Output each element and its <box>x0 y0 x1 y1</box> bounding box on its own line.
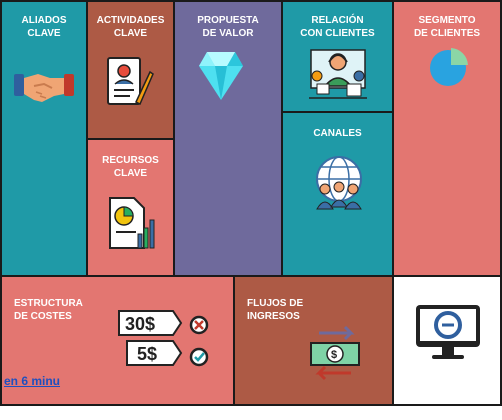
block-canales: CANALES <box>281 111 394 277</box>
block-recursos-clave: RECURSOS CLAVE <box>86 138 175 277</box>
ingresos-title: FLUJOS DE INGRESOS <box>247 298 304 322</box>
block-actividades-clave: ACTIVIDADES CLAVE <box>86 0 175 140</box>
pie-chart-icon <box>430 48 468 86</box>
block-aliados-clave: ALIADOS CLAVE <box>0 0 88 277</box>
block-estructura-costes: ESTRUCTURA DE COSTES 30$ 5$ <box>0 275 235 406</box>
aliados-title: ALIADOS CLAVE <box>21 15 67 39</box>
block-flujos-ingresos: FLUJOS DE INGRESOS $ <box>233 275 394 406</box>
price-low-label: 5$ <box>137 344 157 364</box>
diamond-icon <box>199 52 243 100</box>
costes-title: ESTRUCTURA DE COSTES <box>14 298 83 322</box>
svg-text:$: $ <box>331 349 337 361</box>
price-tags-icon: 30$ 5$ <box>118 310 209 367</box>
money-arrows-icon: $ <box>310 325 360 381</box>
handshake-icon <box>14 74 74 102</box>
block-relacion-clientes: RELACIÓN CON CLIENTES <box>281 0 394 113</box>
watch-link[interactable]: en 6 minu <box>4 374 61 388</box>
report-chart-icon <box>109 197 155 249</box>
relacion-title: RELACIÓN CON CLIENTES <box>300 15 375 39</box>
recursos-title: RECURSOS CLAVE <box>102 155 159 179</box>
canales-title: CANALES <box>313 128 362 139</box>
segmento-title: SEGMENTO DE CLIENTES <box>413 15 481 39</box>
actividades-title: ACTIVIDADES CLAVE <box>96 15 165 39</box>
monitor-logo-icon <box>416 305 480 359</box>
block-propuesta-valor: PROPUESTA DE VALOR <box>173 0 283 277</box>
block-segmento-clientes: SEGMENTO DE CLIENTES <box>392 0 502 277</box>
contract-icon <box>107 57 154 106</box>
price-high-label: 30$ <box>125 314 155 334</box>
block-logo <box>392 275 502 406</box>
propuesta-title: PROPUESTA DE VALOR <box>197 15 259 39</box>
customer-support-icon <box>309 49 367 99</box>
globe-people-icon <box>316 156 362 210</box>
